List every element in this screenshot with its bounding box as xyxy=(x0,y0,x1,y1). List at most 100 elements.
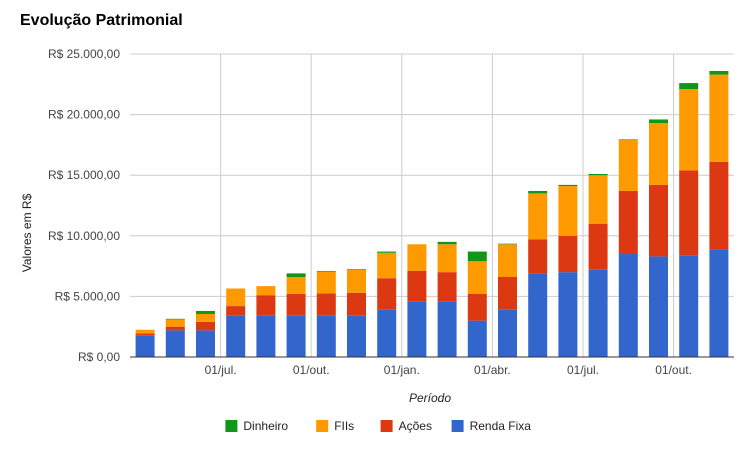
bars xyxy=(135,70,729,357)
bar-segment-renda-fixa[interactable] xyxy=(649,256,668,357)
legend-label: Renda Fixa xyxy=(470,419,532,433)
bar-segment-fiis[interactable] xyxy=(347,269,366,293)
bar-segment-renda-fixa[interactable] xyxy=(709,249,729,357)
bar-segment-a-es[interactable] xyxy=(196,321,215,331)
bar-segment-dinheiro[interactable] xyxy=(709,70,729,75)
bar-segment-dinheiro[interactable] xyxy=(558,184,578,187)
bar-segment-fiis[interactable] xyxy=(135,329,155,334)
bar-segment-a-es[interactable] xyxy=(135,333,155,336)
bar-segment-dinheiro[interactable] xyxy=(618,139,638,141)
bar-segment-dinheiro[interactable] xyxy=(649,119,668,124)
bar-segment-a-es[interactable] xyxy=(618,190,638,254)
bar-segment-renda-fixa[interactable] xyxy=(528,273,548,357)
y-tick-label: R$ 20.000,00 xyxy=(48,108,120,122)
bar-segment-renda-fixa[interactable] xyxy=(679,255,699,357)
bar-segment-fiis[interactable] xyxy=(528,193,548,240)
bar-segment-dinheiro[interactable] xyxy=(196,310,215,314)
bar-segment-dinheiro[interactable] xyxy=(165,318,185,320)
bar-segment-dinheiro[interactable] xyxy=(498,243,517,245)
bar-segment-fiis[interactable] xyxy=(437,244,457,273)
bar-segment-a-es[interactable] xyxy=(467,293,487,321)
grid-lines xyxy=(130,53,734,357)
bar-segment-fiis[interactable] xyxy=(588,175,608,224)
bar-segment-dinheiro[interactable] xyxy=(347,269,366,270)
chart-title: Evolução Patrimonial xyxy=(20,12,183,29)
axes: R$ 0,00 R$ 5.000,00 R$ 10.000,00 R$ 15.000,… xyxy=(48,47,734,377)
bar-segment-renda-fixa[interactable] xyxy=(196,330,215,357)
bar-segment-renda-fixa[interactable] xyxy=(286,315,306,357)
bar-segment-fiis[interactable] xyxy=(558,186,578,236)
bar-segment-fiis[interactable] xyxy=(407,244,427,271)
bar-segment-dinheiro[interactable] xyxy=(286,273,306,278)
bar-segment-renda-fixa[interactable] xyxy=(407,301,427,357)
legend-swatch xyxy=(451,420,464,432)
bar-segment-fiis[interactable] xyxy=(709,74,729,162)
bar-segment-dinheiro[interactable] xyxy=(437,241,457,245)
y-tick-label: R$ 0,00 xyxy=(78,350,120,364)
bar-segment-a-es[interactable] xyxy=(165,326,185,331)
bar-segment-a-es[interactable] xyxy=(437,272,457,302)
bar-segment-a-es[interactable] xyxy=(226,306,246,316)
y-tick-label: R$ 5.000,00 xyxy=(55,289,121,303)
bar-segment-a-es[interactable] xyxy=(407,270,427,302)
bar-segment-dinheiro[interactable] xyxy=(679,83,699,90)
bar-segment-a-es[interactable] xyxy=(679,170,699,256)
bar-segment-renda-fixa[interactable] xyxy=(618,253,638,357)
bar-segment-fiis[interactable] xyxy=(618,140,638,191)
bar-segment-fiis[interactable] xyxy=(165,319,185,327)
bar-segment-a-es[interactable] xyxy=(709,161,729,250)
bar-segment-renda-fixa[interactable] xyxy=(467,320,487,357)
x-tick-label: 01/jul. xyxy=(205,363,237,377)
bar-segment-a-es[interactable] xyxy=(588,223,608,270)
legend-label: Ações xyxy=(399,419,432,433)
bar-segment-a-es[interactable] xyxy=(558,235,578,273)
bar-segment-a-es[interactable] xyxy=(498,277,517,310)
bar-segment-dinheiro[interactable] xyxy=(528,190,548,194)
bar-segment-a-es[interactable] xyxy=(528,239,548,274)
bar-segment-fiis[interactable] xyxy=(286,277,306,294)
bar-segment-fiis[interactable] xyxy=(498,244,517,278)
bar-segment-renda-fixa[interactable] xyxy=(588,269,608,357)
bar-segment-dinheiro[interactable] xyxy=(588,173,608,176)
bar-segment-a-es[interactable] xyxy=(347,292,366,316)
bar-segment-renda-fixa[interactable] xyxy=(558,272,578,357)
bar-segment-a-es[interactable] xyxy=(377,278,397,310)
bar-segment-renda-fixa[interactable] xyxy=(347,315,366,357)
bar-segment-a-es[interactable] xyxy=(256,295,276,316)
bar-segment-dinheiro[interactable] xyxy=(467,251,487,262)
bar-segment-fiis[interactable] xyxy=(679,89,699,171)
bar-segment-fiis[interactable] xyxy=(226,288,246,307)
bar-segment-dinheiro[interactable] xyxy=(316,270,336,272)
bar-segment-renda-fixa[interactable] xyxy=(226,315,246,357)
bar-segment-fiis[interactable] xyxy=(649,123,668,185)
bar-segment-dinheiro[interactable] xyxy=(377,251,397,253)
bar-segment-renda-fixa[interactable] xyxy=(437,301,457,357)
bar-segment-a-es[interactable] xyxy=(316,293,336,316)
x-tick-label: 01/out. xyxy=(655,363,692,377)
y-tick-label: R$ 15.000,00 xyxy=(48,168,120,182)
bar-segment-fiis[interactable] xyxy=(467,261,487,294)
y-tick-label: R$ 10.000,00 xyxy=(48,229,120,243)
x-tick-label: 01/out. xyxy=(293,363,330,377)
bar-segment-fiis[interactable] xyxy=(256,286,276,296)
bar-segment-fiis[interactable] xyxy=(316,271,336,294)
bar-segment-renda-fixa[interactable] xyxy=(498,309,517,357)
x-tick-label: 01/jul. xyxy=(567,363,599,377)
bar-segment-renda-fixa[interactable] xyxy=(165,330,185,357)
x-tick-label: 01/jan. xyxy=(384,363,420,377)
y-tick-label: R$ 25.000,00 xyxy=(48,47,120,61)
x-axis-title: Período xyxy=(409,391,451,405)
bar-segment-fiis[interactable] xyxy=(377,252,397,279)
bar-segment-a-es[interactable] xyxy=(286,293,306,316)
bar-segment-renda-fixa[interactable] xyxy=(256,315,276,357)
bar-segment-renda-fixa[interactable] xyxy=(316,315,336,357)
legend-label: Dinheiro xyxy=(243,419,288,433)
bar-segment-renda-fixa[interactable] xyxy=(135,335,155,357)
legend-label: FIIs xyxy=(334,419,354,433)
legend-swatch xyxy=(225,420,238,432)
bar-segment-renda-fixa[interactable] xyxy=(377,309,397,357)
bar-segment-fiis[interactable] xyxy=(196,313,215,322)
bar-segment-a-es[interactable] xyxy=(649,184,668,257)
